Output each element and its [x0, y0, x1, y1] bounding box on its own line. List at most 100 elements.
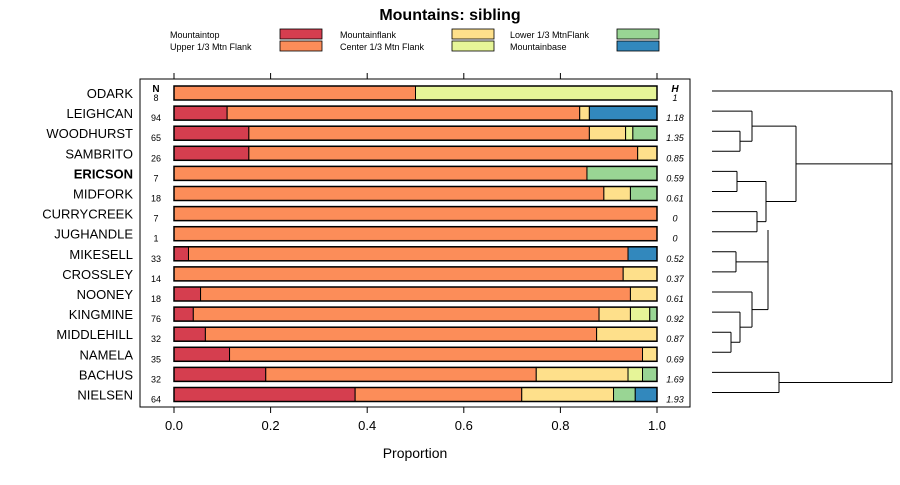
bar-outline: [173, 165, 658, 182]
bar-segment: [634, 387, 658, 402]
bar-segment: [248, 145, 639, 161]
bar-segment: [588, 105, 658, 121]
bar-segment: [637, 145, 658, 161]
bar-segment: [649, 306, 658, 322]
bar-segment: [613, 387, 636, 402]
bar-row: KINGMINE 76 0.92: [69, 306, 684, 324]
h-value: 0.61: [666, 294, 684, 304]
category-label: CROSSLEY: [62, 267, 133, 282]
bar-row: BACHUS 32 1.69: [79, 366, 684, 384]
bar-outline: [173, 205, 658, 222]
category-label: LEIGHCAN: [67, 106, 133, 121]
bar-segment: [173, 346, 231, 362]
bar-row: NOONEY 18 0.61: [77, 286, 684, 304]
bar-segment: [521, 387, 615, 402]
bar-outline: [173, 145, 658, 162]
bar-outline: [173, 286, 658, 302]
bar-row: SAMBRITO 26 0.85: [65, 145, 685, 163]
category-label: BACHUS: [79, 367, 134, 382]
bar-segment: [629, 186, 658, 201]
bar-segment: [622, 266, 658, 282]
bar-segment: [248, 125, 590, 141]
bar-segment: [535, 366, 629, 382]
bar-segment: [625, 125, 634, 141]
category-label: CURRYCREEK: [42, 207, 133, 222]
bar-row: MIDDLEHILL 32 0.87: [56, 326, 685, 344]
category-label: WOODHURST: [46, 126, 133, 141]
bar-segment: [173, 387, 356, 402]
bar-segment: [173, 366, 267, 382]
h-value: 1: [672, 93, 677, 103]
bar-row: CURRYCREEK 7 0: [42, 205, 678, 224]
legend-label: Mountaintop: [170, 30, 220, 40]
h-value: 1.18: [666, 113, 684, 123]
bar-outline: [173, 125, 658, 141]
bar-segment: [173, 186, 605, 201]
h-value: 0: [672, 214, 677, 224]
bar-row: NAMELA 35 0.69: [80, 346, 684, 364]
bar-row: LEIGHCAN 94 1.18: [67, 105, 684, 123]
bar-segment: [596, 326, 658, 342]
bar-row: JUGHANDLE 1 0: [54, 225, 678, 244]
bar-segment: [173, 226, 658, 242]
x-axis: 0.0 0.2 0.4 0.6 0.8 1.0: [165, 73, 666, 433]
bar-segment: [173, 145, 250, 161]
n-value: 65: [151, 133, 161, 143]
bar-segment: [598, 306, 631, 322]
h-value: 0.61: [666, 194, 684, 204]
legend-swatch: [279, 40, 323, 52]
bar-segment: [632, 125, 658, 141]
bar-segment: [226, 105, 581, 121]
bar-outline: [173, 366, 658, 383]
bar-row: ODARK 8 1: [87, 85, 678, 103]
n-value: 32: [151, 374, 161, 384]
n-value: 35: [151, 354, 161, 364]
bar-segment: [603, 186, 631, 201]
n-value: 26: [151, 153, 161, 163]
bar-segment: [173, 206, 658, 222]
category-label: MIKESELL: [69, 247, 133, 262]
bar-outline: [173, 85, 658, 101]
x-tick-label: 0.2: [262, 418, 280, 433]
bar-segment: [173, 246, 189, 262]
n-value: 7: [153, 214, 158, 224]
bar-row: NIELSEN 64 1.93: [77, 386, 684, 405]
bar-outline: [173, 326, 658, 342]
h-header: H: [671, 84, 679, 95]
bar-row: MIKESELL 33 0.52: [69, 246, 684, 264]
bar-outline: [173, 306, 658, 322]
n-header: N: [152, 84, 159, 95]
bar-outline: [173, 185, 658, 202]
h-value: 0.37: [666, 274, 685, 284]
legend-swatch: [616, 40, 660, 52]
legend-swatch: [616, 28, 660, 40]
n-value: 64: [151, 395, 161, 405]
h-value: 0.85: [666, 153, 685, 163]
bar-segment: [265, 366, 537, 382]
bar-segment: [192, 306, 600, 322]
bar-segment: [173, 105, 228, 121]
category-label: NOONEY: [77, 287, 134, 302]
bar-segment: [627, 246, 658, 262]
category-label: JUGHANDLE: [54, 227, 133, 242]
bar-segment: [415, 85, 658, 101]
dendrogram: [712, 90, 893, 393]
plot-frame: [139, 78, 691, 408]
x-tick-label: 1.0: [648, 418, 666, 433]
h-value: 1.93: [666, 395, 684, 405]
bar-outline: [173, 225, 658, 242]
n-value: 18: [151, 294, 161, 304]
bar-segment: [173, 286, 202, 302]
x-tick-label: 0.4: [358, 418, 376, 433]
bar-segment: [187, 246, 629, 262]
bar-segment: [642, 346, 658, 362]
bar-row: WOODHURST 65 1.35: [46, 125, 685, 143]
bar-segment: [588, 125, 627, 141]
legend-swatch: [279, 28, 323, 40]
bar-segment: [173, 85, 416, 101]
h-value: 1.69: [666, 374, 684, 384]
category-label: NAMELA: [80, 347, 134, 362]
legend-label: Lower 1/3 MtnFlank: [510, 30, 590, 40]
n-value: 94: [151, 113, 161, 123]
